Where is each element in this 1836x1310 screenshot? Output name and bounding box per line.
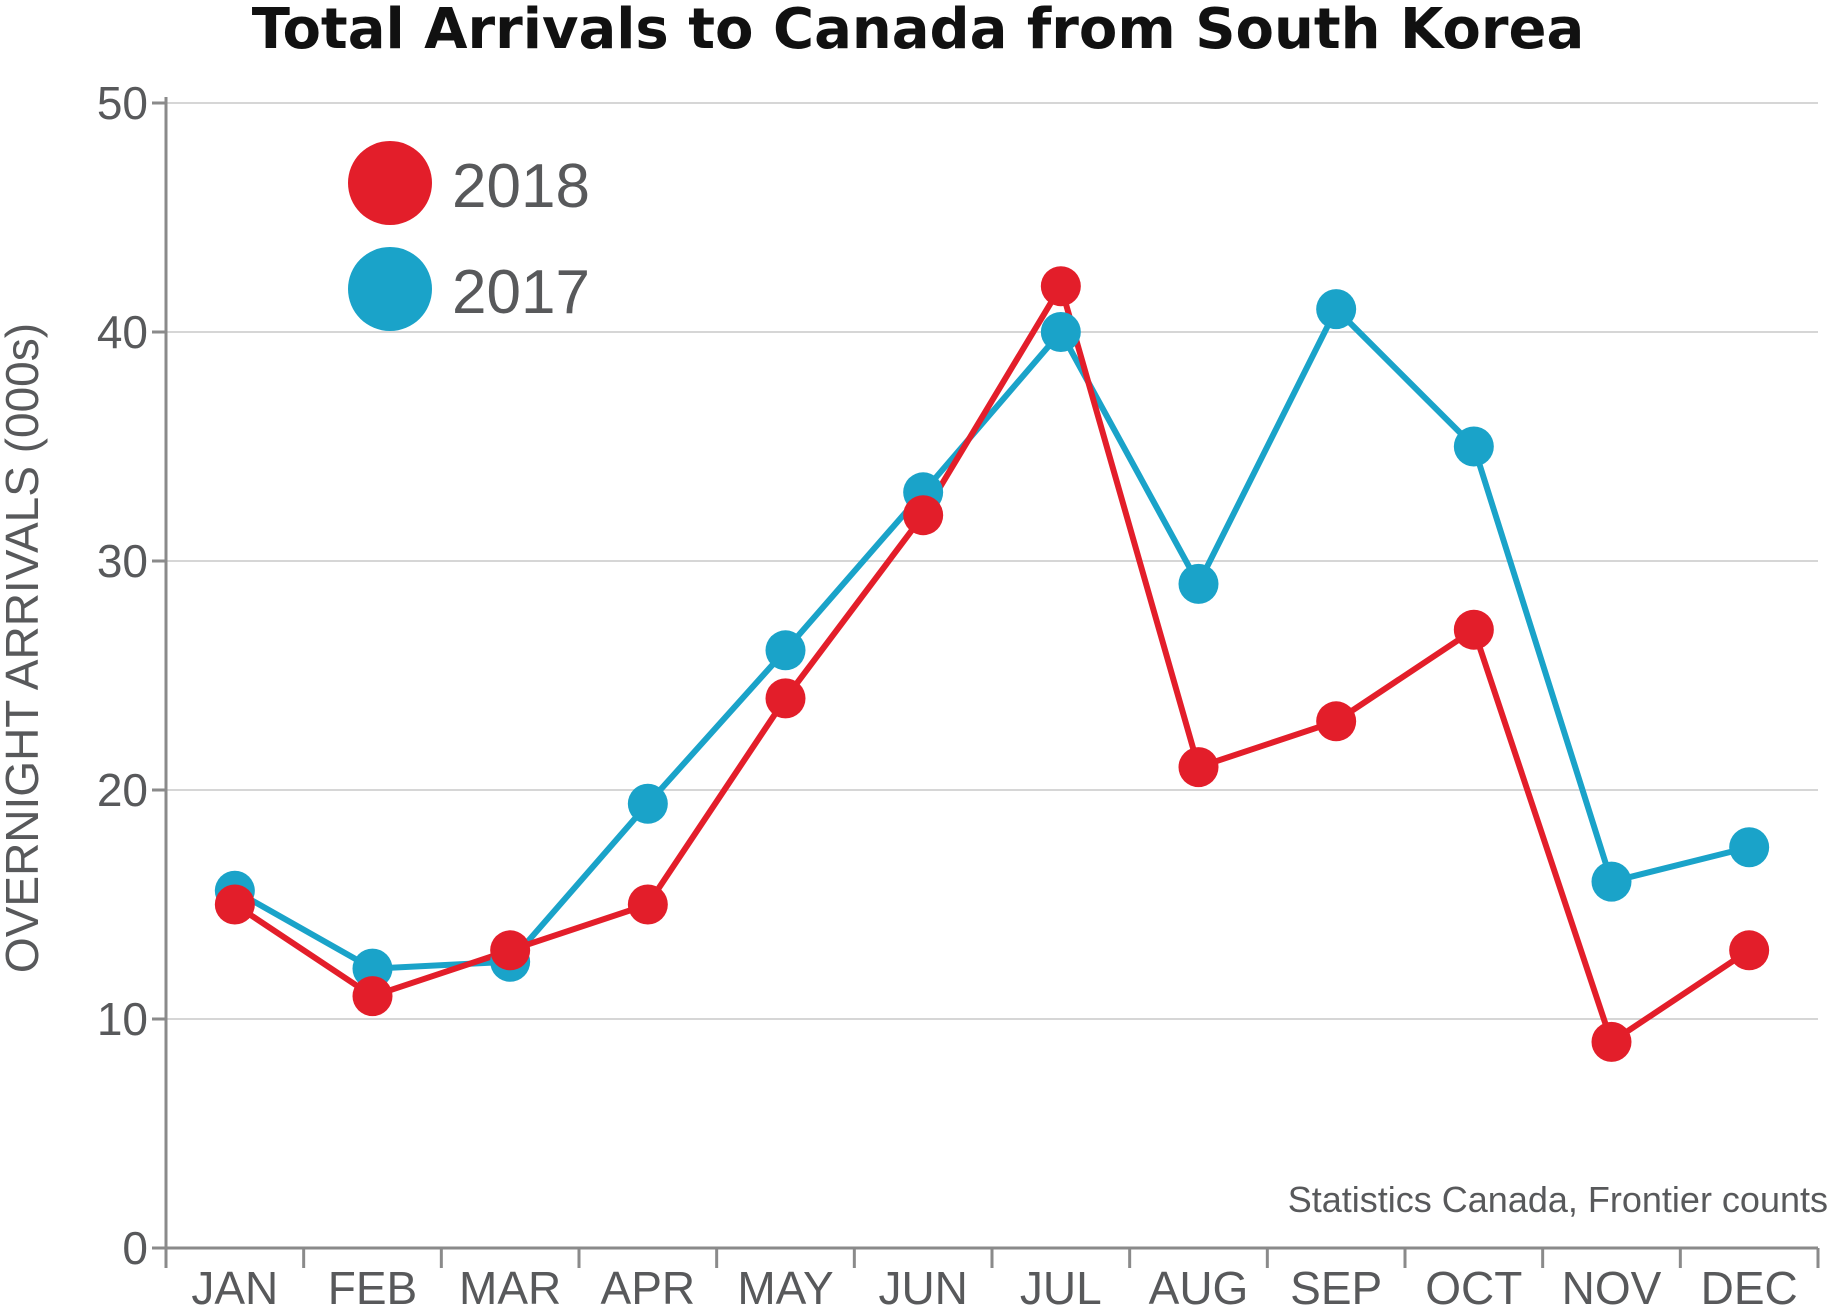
axes: 0 10 20 30 40 50 JAN FEB MAR APR MAY JUN JUL AUG SEP OC… <box>97 77 1820 1310</box>
data-point-2017-apr <box>627 783 668 824</box>
x-tick-label-aug: AUG <box>1149 1262 1249 1310</box>
chart-title: Total Arrivals to Canada from South Kore… <box>252 0 1585 62</box>
y-tick-label: 20 <box>97 764 148 816</box>
legend-label-2017: 2017 <box>452 258 590 327</box>
y-tick-label: 30 <box>97 535 148 587</box>
y-axis-title: OVERNIGHT ARRIVALS (000s) <box>0 323 48 973</box>
data-point-2017-nov <box>1591 861 1632 902</box>
legend-marker-2017 <box>348 247 432 331</box>
x-tick-label-apr: APR <box>601 1262 696 1310</box>
y-tick-label: 40 <box>97 306 148 358</box>
gridlines <box>166 102 1818 1020</box>
data-point-2018-jul <box>1040 266 1081 307</box>
data-point-2018-mar <box>490 930 531 971</box>
x-tick-label-nov: NOV <box>1562 1262 1662 1310</box>
x-tick-label-jun: JUN <box>878 1262 967 1310</box>
legend: 2018 2017 <box>348 141 590 331</box>
data-point-2018-dec <box>1729 930 1770 971</box>
data-point-2018-aug <box>1178 747 1219 788</box>
legend-marker-2018 <box>348 141 432 225</box>
data-point-2017-oct <box>1453 426 1494 467</box>
x-tick-label-jul: JUL <box>1020 1262 1102 1310</box>
data-point-2017-may <box>765 630 806 671</box>
x-tick-label-mar: MAR <box>459 1262 561 1310</box>
series-line-2017 <box>233 304 1750 972</box>
y-tick-label: 10 <box>97 993 148 1045</box>
series-line-2018 <box>233 278 1751 1047</box>
data-point-2017-aug <box>1178 563 1219 604</box>
data-point-2017-jul <box>1040 312 1081 352</box>
x-tick-label-sep: SEP <box>1290 1262 1382 1310</box>
data-point-2018-apr <box>627 884 668 925</box>
source-note: Statistics Canada, Frontier counts <box>1288 1179 1828 1220</box>
data-point-2018-nov <box>1591 1021 1632 1062</box>
x-tick-label-oct: OCT <box>1425 1262 1522 1310</box>
legend-label-2018: 2018 <box>452 152 590 221</box>
data-point-2017-dec <box>1729 827 1770 868</box>
data-point-2018-jun <box>903 495 944 536</box>
data-point-2018-may <box>765 678 806 719</box>
data-point-2017-feb <box>352 948 393 989</box>
series-layer <box>214 266 1770 1062</box>
x-tick-label-jan: JAN <box>191 1262 278 1310</box>
y-tick-label: 0 <box>122 1222 148 1274</box>
data-point-2018-oct <box>1453 609 1494 650</box>
data-point-2018-sep <box>1316 701 1357 742</box>
x-tick-label-dec: DEC <box>1701 1262 1798 1310</box>
x-tick-label-feb: FEB <box>328 1262 417 1310</box>
data-point-2018-jan <box>214 884 255 925</box>
x-tick-label-may: MAY <box>737 1262 833 1310</box>
y-tick-label: 50 <box>97 77 148 129</box>
data-point-2017-sep <box>1316 289 1357 330</box>
data-point-2018-feb <box>352 976 393 1017</box>
